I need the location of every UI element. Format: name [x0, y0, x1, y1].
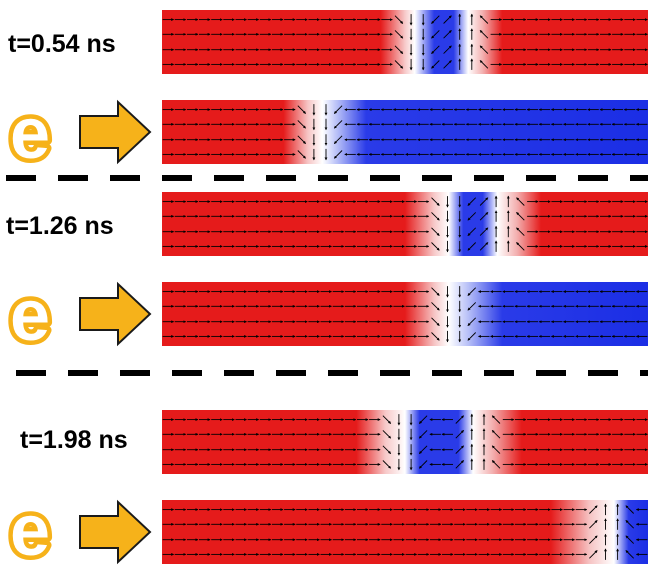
magnetization-vector	[443, 15, 452, 24]
magnetization-vector	[625, 520, 635, 529]
nanowire-strip-t126	[162, 192, 648, 256]
magnetization-vector	[443, 30, 452, 39]
magnetization-vector	[491, 460, 501, 469]
magnetization-vector	[589, 535, 598, 544]
magnetization-vector	[431, 317, 440, 326]
magnetization-vector	[516, 242, 525, 251]
magnetization-vector	[431, 30, 440, 39]
magnetization-vector	[297, 150, 306, 159]
magnetization-vector	[443, 45, 452, 54]
nanowire-strip-t198-current	[162, 500, 648, 564]
magnetization-vector	[431, 212, 440, 221]
magnetization-vector	[479, 197, 489, 206]
magnetization-vector	[467, 197, 477, 206]
magnetization-vector	[431, 197, 440, 206]
magnetization-vector	[394, 30, 404, 39]
magnetization-vector	[479, 212, 489, 221]
magnetization-vector	[625, 535, 635, 544]
magnetization-vector	[297, 135, 306, 144]
magnetization-vector	[297, 105, 306, 114]
magnetization-vector	[625, 550, 635, 559]
nanowire-strip-t054-current	[162, 100, 648, 164]
magnetization-vector	[333, 120, 343, 129]
magnetization-vector	[431, 332, 440, 341]
magnetization-vector	[467, 242, 477, 251]
magnetization-vector	[333, 105, 343, 114]
magnetization-vector	[418, 445, 428, 454]
magnetization-vector	[455, 415, 464, 424]
electron-current-indicator: e	[6, 272, 152, 361]
electron-current-indicator: e	[6, 487, 152, 565]
magnetization-vector	[333, 135, 343, 144]
magnetization-vector	[382, 445, 392, 454]
magnetization-vector	[467, 332, 477, 341]
time-label-t198: t=1.98 ns	[20, 426, 128, 454]
magnetization-vector	[516, 197, 525, 206]
magnetization-vector	[431, 45, 440, 54]
magnetization-vector	[491, 445, 501, 454]
magnetization-vector	[382, 430, 392, 439]
electron-e-glyph: e	[10, 94, 50, 174]
magnetization-vector	[431, 302, 440, 311]
magnetization-vector	[589, 505, 598, 514]
magnetization-vector	[431, 242, 440, 251]
magnetization-vector	[297, 120, 306, 129]
magnetization-vector	[418, 430, 428, 439]
right-arrow-icon	[79, 281, 152, 347]
magnetization-vector	[394, 15, 404, 24]
magnetization-vector	[455, 445, 464, 454]
magnetization-vector	[455, 460, 464, 469]
magnetization-strips	[162, 10, 648, 564]
nanowire-strip-t126-current	[162, 282, 648, 346]
magnetization-vector	[516, 212, 525, 221]
magnetization-vector	[589, 550, 598, 559]
magnetization-vector	[467, 317, 477, 326]
magnetization-vector	[479, 45, 489, 54]
magnetization-vector	[431, 15, 440, 24]
electron-e-glyph: e	[10, 491, 50, 565]
magnetization-vector	[479, 60, 489, 69]
electron-e-glyph: e	[10, 276, 50, 356]
magnetization-vector	[443, 60, 452, 69]
magnetization-vector	[491, 430, 501, 439]
time-label-t054: t=0.54 ns	[8, 30, 116, 58]
magnetization-vector	[431, 60, 440, 69]
magnetization-vector	[382, 415, 392, 424]
magnetization-vector	[333, 150, 343, 159]
magnetization-vector	[479, 15, 489, 24]
electron-current-indicator: e	[6, 90, 152, 179]
magnetization-vector	[431, 287, 440, 296]
time-label-t126: t=1.26 ns	[6, 212, 114, 240]
magnetization-vector	[418, 415, 428, 424]
magnetization-vector	[467, 287, 477, 296]
nanowire-strip-t198	[162, 410, 648, 474]
magnetization-vector	[589, 520, 598, 529]
magnetization-vector	[467, 227, 477, 236]
magnetization-vector	[455, 430, 464, 439]
right-arrow-icon	[79, 499, 152, 565]
magnetization-vector	[394, 60, 404, 69]
magnetization-vector	[467, 302, 477, 311]
magnetization-vector	[479, 242, 489, 251]
nanowire-strip-t054	[162, 10, 648, 74]
right-arrow-icon	[79, 99, 152, 165]
magnetization-vector	[516, 227, 525, 236]
magnetization-vector	[491, 415, 501, 424]
magnetization-vector	[467, 212, 477, 221]
magnetization-vector	[382, 460, 392, 469]
magnetization-vector	[479, 227, 489, 236]
magnetization-vector	[479, 30, 489, 39]
magnetization-vector	[418, 460, 428, 469]
magnetization-arrows	[162, 13, 648, 560]
magnetization-vector	[394, 45, 404, 54]
magnetization-vector	[431, 227, 440, 236]
magnetization-vector	[625, 505, 635, 514]
